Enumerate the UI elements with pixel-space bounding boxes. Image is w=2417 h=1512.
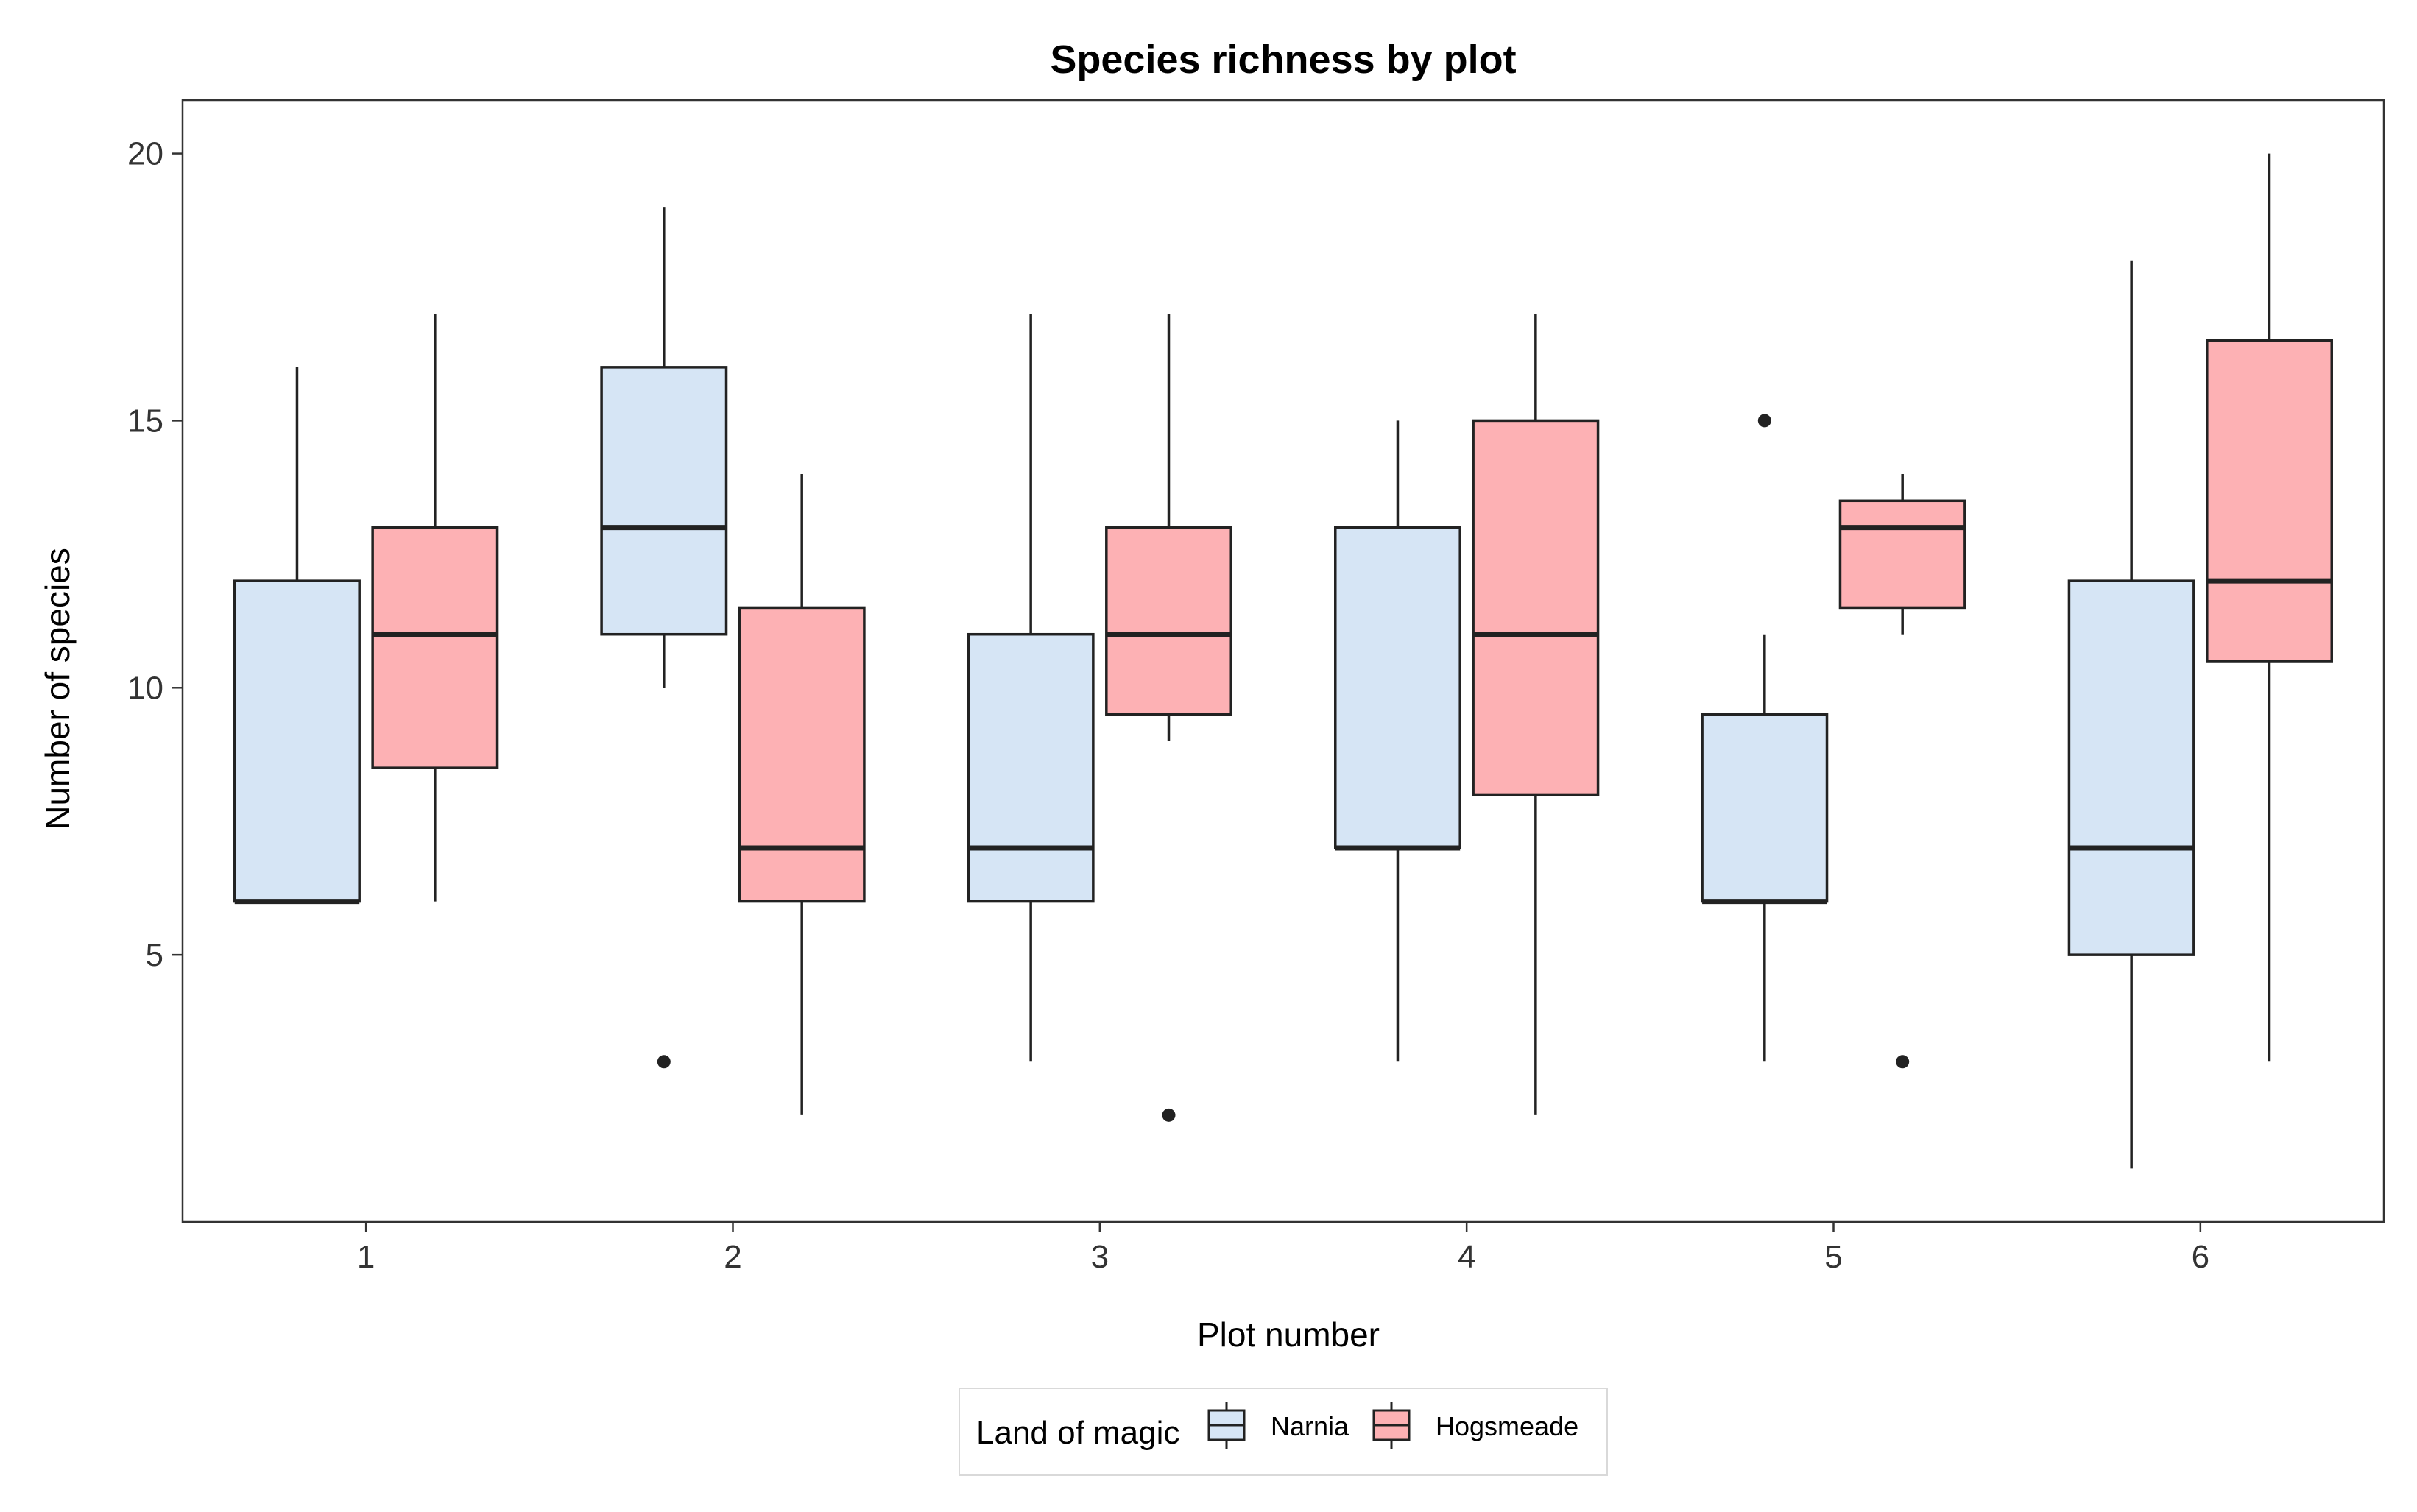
legend-key-narnia: Narnia (1207, 1402, 1349, 1449)
box-narnia-1 (233, 367, 361, 905)
box-body (371, 526, 499, 769)
x-tick-label: 1 (357, 1239, 375, 1275)
box-narnia-2 (600, 207, 728, 1069)
box-body (233, 579, 361, 903)
legend-key-hogsmeade: Hogsmeade (1372, 1402, 1578, 1449)
legend-label: Narnia (1271, 1411, 1349, 1441)
box-body (1701, 713, 1829, 903)
legend-box (959, 1388, 1608, 1476)
box-body (1472, 419, 1600, 796)
box-body (967, 632, 1095, 903)
legend-title: Land of magic (976, 1415, 1179, 1451)
y-axis: 5 10 15 20 (127, 136, 183, 973)
box-series (233, 153, 2333, 1169)
y-tick-label: 15 (127, 403, 163, 439)
box-body (738, 606, 866, 903)
x-tick-label: 2 (724, 1239, 741, 1275)
x-tick-label: 6 (2192, 1239, 2209, 1275)
outlier-point (1896, 1055, 1910, 1069)
legend: Land of magic Narnia Hogsmeade (959, 1388, 1608, 1476)
legend-label: Hogsmeade (1436, 1411, 1578, 1441)
box-hogsmeade-3 (1105, 314, 1232, 1122)
box-hogsmeade-1 (371, 314, 499, 902)
box-body (1838, 499, 1966, 610)
x-tick-label: 3 (1091, 1239, 1109, 1275)
y-tick-label: 20 (127, 136, 163, 172)
box-hogsmeade-6 (2206, 153, 2333, 1062)
y-tick-label: 10 (127, 670, 163, 706)
outlier-point (657, 1055, 671, 1069)
box-body (600, 366, 728, 636)
box-body (1105, 526, 1232, 716)
y-tick-label: 5 (146, 937, 163, 973)
box-hogsmeade-5 (1838, 474, 1966, 1069)
box-body (1334, 526, 1461, 849)
outlier-point (1162, 1108, 1176, 1122)
chart-title: Species richness by plot (1050, 38, 1516, 82)
box-body (2067, 579, 2195, 956)
box-body (2206, 339, 2333, 663)
box-narnia-6 (2067, 260, 2195, 1169)
x-axis: 1 2 3 4 5 6 (357, 1222, 2209, 1275)
box-narnia-4 (1334, 420, 1461, 1062)
y-axis-title: Number of species (38, 548, 77, 830)
plot-panel (181, 99, 2385, 1223)
x-axis-title: Plot number (1197, 1315, 1380, 1354)
box-narnia-3 (967, 314, 1095, 1062)
box-hogsmeade-2 (738, 474, 866, 1115)
box-hogsmeade-4 (1472, 314, 1600, 1115)
box-narnia-5 (1701, 414, 1829, 1062)
x-tick-label: 4 (1458, 1239, 1475, 1275)
outlier-point (1757, 414, 1771, 428)
x-tick-label: 5 (1824, 1239, 1842, 1275)
